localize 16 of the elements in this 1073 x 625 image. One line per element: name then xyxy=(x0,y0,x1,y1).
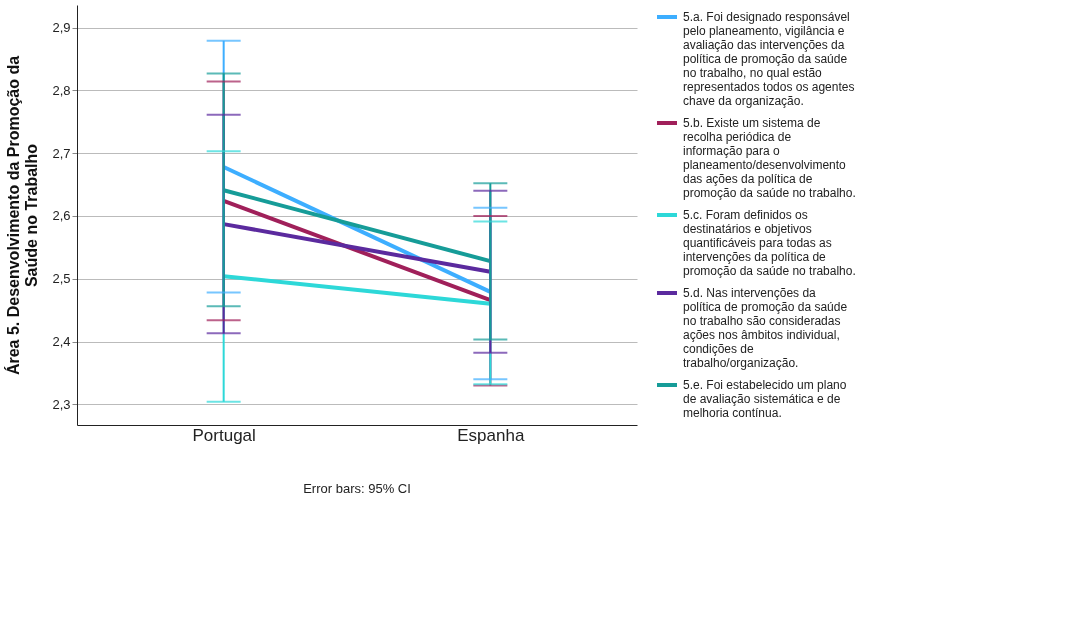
y-tick-label: 2,7 xyxy=(52,145,71,161)
y-tick-label: 2,4 xyxy=(52,334,71,349)
legend-label: 5.c. Foram definidos os destinatários e objetivos quantificáveis para todas as intervenções da política de promoção da saúde no trabalho. xyxy=(683,208,856,278)
legend-label: 5.a. Foi designado responsável pelo planeamento, vigilância e avaliação das intervenções da política de promoção da saúde no trabalho, no qual estão representados todos os agentes chave da organização. xyxy=(683,10,855,108)
x-tick-label: Portugal xyxy=(192,425,256,445)
legend-label: 5.d. Nas intervenções da política de promoção da saúde no trabalho são consideradas ações nos âmbitos individual, condições de trabalho/organização. xyxy=(683,286,848,370)
legend-label: 5.e. Foi estabelecido um plano de avaliação sistemática e de melhoria contínua. xyxy=(683,378,847,420)
legend-label: 5.b. Existe um sistema de recolha periódica de informação para o planeamento/desenvolvimento das ações da política de promoção da saúde no trabalho. xyxy=(683,116,856,200)
text: Error bars: 95% CI xyxy=(303,481,411,496)
y-tick-label: 2,5 xyxy=(52,271,71,287)
y-tick-label: 2,9 xyxy=(52,20,71,36)
y-tick-label: 2,8 xyxy=(52,82,71,98)
y-tick-label: 2,6 xyxy=(52,208,71,224)
y-tick-label: 2,3 xyxy=(52,396,71,412)
y-axis-title: Área 5. Desenvolvimento da Promoção da Saúde no Trabalho xyxy=(4,55,41,376)
x-tick-label: Espanha xyxy=(457,425,525,445)
